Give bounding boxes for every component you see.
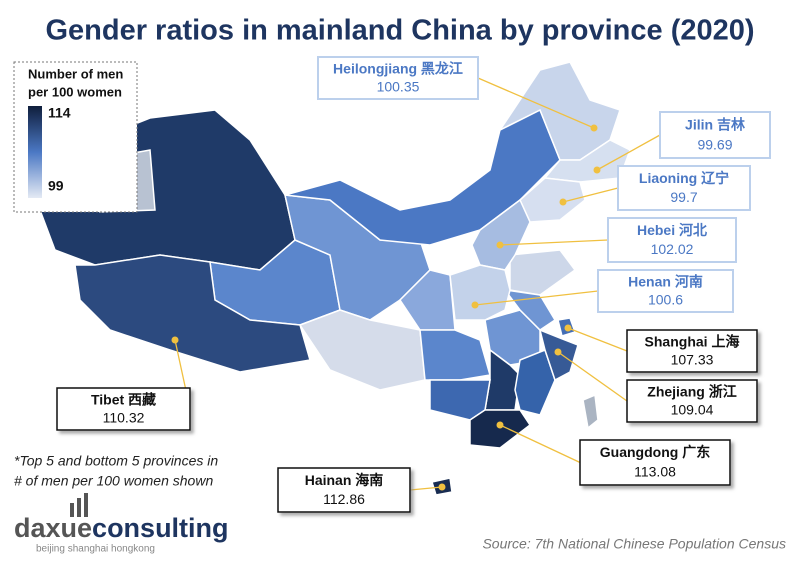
province-value: 99.7 bbox=[670, 189, 697, 205]
province-value: 107.33 bbox=[671, 351, 714, 367]
anchor-dot bbox=[564, 324, 572, 332]
province-name: Guangdong 广东 bbox=[600, 444, 710, 460]
province-name: Hebei 河北 bbox=[637, 222, 707, 238]
logo-bar bbox=[84, 493, 88, 517]
province-name: Tibet 西藏 bbox=[91, 391, 156, 407]
leader-line bbox=[562, 187, 619, 203]
anchor-dot bbox=[554, 348, 562, 356]
province-value: 102.02 bbox=[651, 241, 694, 257]
leader-line bbox=[474, 290, 599, 306]
leader-line bbox=[477, 77, 595, 129]
legend-title: per 100 women bbox=[28, 84, 122, 99]
province bbox=[449, 264, 511, 321]
anchor-dot bbox=[438, 483, 446, 491]
province-value: 100.6 bbox=[648, 291, 683, 307]
callout-box bbox=[317, 56, 479, 100]
legend-max: 114 bbox=[48, 105, 71, 121]
logo-bar bbox=[77, 498, 81, 517]
logo: daxueconsulting beijing shanghai hongkon… bbox=[14, 493, 229, 555]
legend-title: Number of men bbox=[28, 66, 123, 81]
province-name: Liaoning 辽宁 bbox=[639, 170, 729, 186]
province-value: 99.69 bbox=[697, 136, 732, 152]
logo-cities: beijing shanghai hongkong bbox=[36, 544, 155, 555]
province-name: Heilongjiang 黑龙江 bbox=[333, 60, 463, 76]
province-value: 110.32 bbox=[103, 409, 145, 425]
province-value: 109.04 bbox=[671, 401, 714, 417]
note: *Top 5 and bottom 5 provinces in bbox=[14, 453, 218, 469]
province bbox=[471, 198, 531, 271]
taiwan bbox=[582, 393, 599, 430]
callouts: Heilongjiang 黑龙江 100.35 Jilin 吉林 99.69 Liaon… bbox=[56, 56, 771, 513]
leader-line bbox=[557, 351, 628, 402]
map bbox=[39, 108, 599, 430]
province bbox=[509, 249, 577, 296]
logo-brand: consulting bbox=[92, 513, 229, 543]
anchor-dot bbox=[590, 124, 598, 132]
leader-line bbox=[499, 239, 609, 246]
province-name: Zhejiang 浙江 bbox=[647, 383, 736, 399]
title: Gender ratios in mainland China by provi… bbox=[45, 15, 754, 47]
anchor-dot bbox=[593, 166, 601, 174]
province-name: Henan 河南 bbox=[628, 273, 703, 289]
anchor-dot bbox=[171, 336, 179, 344]
leader-line bbox=[567, 327, 628, 352]
callout-box bbox=[579, 439, 731, 486]
highlighted-provinces bbox=[74, 61, 631, 496]
province-value: 100.35 bbox=[377, 78, 420, 94]
province-name: Jilin 吉林 bbox=[685, 117, 745, 133]
note: # of men per 100 women shown bbox=[14, 473, 213, 489]
anchor-dot bbox=[559, 198, 567, 206]
callout-box bbox=[56, 387, 191, 431]
logo-brand: daxue bbox=[14, 513, 92, 543]
province-value: 112.86 bbox=[323, 491, 365, 507]
province bbox=[74, 254, 311, 373]
callout-box bbox=[597, 269, 734, 313]
anchor-dot bbox=[471, 301, 479, 309]
callout-box bbox=[607, 217, 737, 263]
anchor-dot bbox=[496, 421, 504, 429]
province bbox=[469, 409, 532, 449]
logo-bar bbox=[70, 503, 74, 517]
callout-box bbox=[626, 379, 758, 423]
leader-line bbox=[596, 134, 661, 171]
source: Source: 7th National Chinese Population … bbox=[482, 536, 786, 552]
legend-min: 99 bbox=[48, 178, 64, 194]
callout-box bbox=[659, 111, 771, 159]
province bbox=[497, 61, 621, 161]
province-name: Shanghai 上海 bbox=[645, 333, 740, 349]
province-value: 113.08 bbox=[634, 464, 676, 480]
logo-text: daxueconsulting bbox=[14, 513, 229, 543]
callout-box bbox=[626, 329, 758, 373]
color-scale bbox=[28, 106, 42, 198]
anchor-dot bbox=[496, 241, 504, 249]
province-name: Hainan 海南 bbox=[305, 472, 384, 488]
callout-box bbox=[617, 165, 751, 211]
callout-box bbox=[277, 467, 411, 513]
leader-line bbox=[409, 486, 443, 491]
leader-line bbox=[499, 424, 581, 464]
